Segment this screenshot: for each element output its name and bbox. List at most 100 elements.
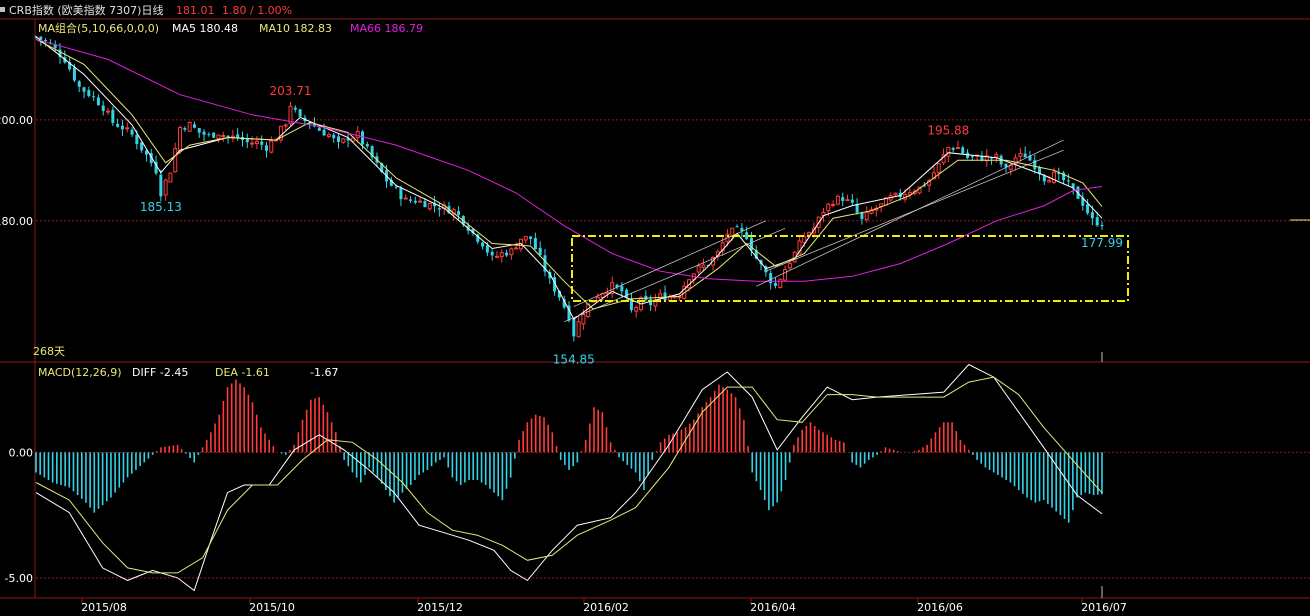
- ma66-line: [35, 38, 1103, 282]
- down-candle: [1090, 212, 1094, 219]
- down-candle: [144, 150, 148, 155]
- diff-line: [35, 363, 1103, 592]
- low-price-label: 154.85: [553, 353, 595, 367]
- down-candle: [192, 124, 196, 128]
- down-candle: [313, 123, 317, 127]
- high-price-label: 203.71: [269, 84, 311, 98]
- down-candle: [260, 141, 264, 145]
- down-candle: [413, 200, 417, 203]
- down-candle: [245, 138, 249, 143]
- down-candle: [961, 147, 965, 154]
- x-tick-label: 2015/08: [81, 601, 127, 614]
- up-candle: [720, 242, 725, 252]
- macd-histogram: [35, 379, 1103, 523]
- down-candle: [135, 135, 139, 145]
- up-candle: [807, 232, 812, 236]
- up-candle: [216, 134, 221, 139]
- up-candle: [168, 172, 173, 183]
- up-candle: [1018, 153, 1023, 157]
- down-candle: [226, 135, 230, 138]
- macd-y-tick-label: 0.00: [9, 446, 34, 459]
- down-candle: [620, 286, 624, 292]
- down-candle: [183, 128, 187, 130]
- down-candle: [197, 128, 201, 133]
- ma10-legend: MA10 182.83: [259, 22, 332, 35]
- down-candle: [212, 132, 216, 138]
- up-candle: [427, 202, 432, 210]
- down-candle: [663, 292, 667, 301]
- down-candle: [855, 204, 859, 213]
- up-candle: [230, 135, 235, 138]
- down-candle: [548, 271, 552, 279]
- down-candle: [543, 255, 547, 272]
- down-candle: [58, 49, 62, 57]
- macd-y-ticks: 0.00 -5.00: [5, 446, 33, 585]
- up-candle: [955, 147, 960, 150]
- x-tick-label: 2016/02: [583, 601, 629, 614]
- down-candle: [562, 299, 566, 308]
- up-candle: [187, 122, 192, 132]
- down-candle: [505, 252, 509, 256]
- up-candle: [701, 264, 706, 268]
- down-candle: [749, 237, 753, 251]
- down-candle: [96, 97, 100, 106]
- down-candle: [92, 96, 96, 98]
- up-candle: [864, 211, 869, 221]
- up-candle: [778, 278, 783, 288]
- up-candle: [946, 146, 951, 157]
- up-candle: [797, 240, 802, 255]
- up-candle: [418, 200, 423, 203]
- price-y-ticks: 200.00 180.00: [0, 114, 33, 228]
- down-candle: [485, 245, 489, 253]
- small-square-icon[interactable]: [0, 7, 5, 12]
- macd-y-tick-label: -5.00: [5, 572, 33, 585]
- diff-legend: DIFF -2.45: [132, 366, 188, 379]
- up-candle: [326, 134, 331, 137]
- up-candle: [658, 293, 663, 300]
- up-candle: [514, 247, 519, 250]
- down-candle: [437, 208, 441, 210]
- down-candle: [457, 211, 461, 215]
- down-candle: [629, 298, 633, 311]
- up-candle: [1047, 180, 1052, 183]
- down-candle: [202, 131, 206, 135]
- up-candle: [696, 265, 701, 273]
- down-candle: [1095, 217, 1099, 226]
- down-candle: [1081, 197, 1085, 206]
- up-candle: [494, 255, 499, 258]
- down-candle: [1086, 204, 1090, 214]
- down-candle: [365, 143, 369, 147]
- macd-legend-value: -1.67: [310, 366, 338, 379]
- down-candle: [82, 87, 86, 92]
- down-candle: [572, 318, 576, 337]
- down-candle: [140, 142, 144, 151]
- down-candle: [380, 163, 384, 172]
- down-candle: [317, 127, 321, 131]
- price-y-tick-label: 180.00: [0, 215, 33, 228]
- down-candle: [980, 156, 984, 161]
- up-candle: [254, 140, 259, 145]
- dea-line: [35, 376, 1103, 574]
- down-candle: [236, 134, 240, 138]
- trend-line: [765, 149, 1064, 272]
- up-candle: [826, 203, 831, 212]
- up-candle: [283, 124, 288, 127]
- price-annotations: 203.71 185.13 154.85 195.88 177.99: [140, 84, 1123, 366]
- price-gridlines: [36, 119, 1310, 222]
- ma5-line: [35, 36, 1103, 320]
- down-candle: [87, 90, 91, 96]
- down-candle: [740, 227, 744, 232]
- down-candle: [625, 289, 629, 298]
- up-candle: [802, 236, 807, 243]
- trend-line: [573, 220, 767, 307]
- up-candle: [576, 321, 581, 338]
- up-candle: [907, 192, 912, 196]
- down-candle: [322, 129, 326, 136]
- down-candle: [308, 123, 312, 125]
- down-candle: [970, 156, 974, 158]
- up-candle: [163, 179, 168, 196]
- highlight-box: [571, 235, 1129, 302]
- up-candle: [350, 137, 355, 142]
- down-candle: [72, 67, 76, 81]
- up-candle: [835, 195, 840, 205]
